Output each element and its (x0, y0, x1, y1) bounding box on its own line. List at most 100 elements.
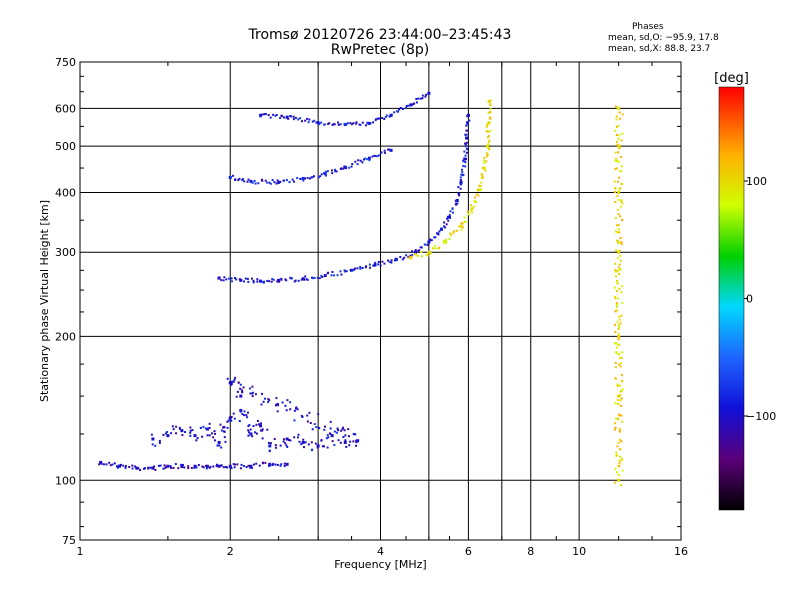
data-point (259, 113, 263, 117)
echo-point (473, 196, 476, 199)
data-point (487, 121, 491, 125)
echo-point (320, 274, 323, 277)
echo-point (302, 438, 305, 441)
echo-point (116, 466, 119, 469)
data-point (228, 381, 232, 385)
echo-point (334, 168, 337, 171)
echo-point (614, 467, 617, 470)
echo-point (247, 178, 250, 181)
echo-point (276, 280, 279, 283)
echo-point (463, 216, 466, 219)
data-point (413, 250, 417, 254)
echo-point (463, 220, 466, 223)
data-point (427, 240, 431, 244)
echo-point (410, 255, 413, 258)
echo-point (218, 465, 221, 468)
data-point (193, 464, 197, 468)
echo-point (616, 352, 619, 355)
echo-point (620, 155, 623, 158)
echo-point (357, 159, 360, 162)
echo-point (269, 442, 272, 445)
echo-point (238, 278, 241, 281)
echo-point (409, 254, 412, 257)
echo-point (617, 224, 620, 227)
echo-point (351, 269, 354, 272)
echo-point (619, 362, 622, 365)
echo-point (489, 117, 492, 120)
echo-point (618, 427, 621, 430)
echo-point (381, 260, 384, 263)
data-point (389, 148, 393, 152)
echo-point (159, 464, 162, 467)
colorbar-ticks: 100 0 −100 (744, 175, 776, 423)
echo-point (618, 324, 621, 327)
echo-point (108, 461, 111, 464)
echo-point (189, 434, 192, 437)
echo-point (416, 254, 419, 257)
echo-point (259, 429, 262, 432)
echo-point (249, 392, 252, 395)
echo-point (320, 173, 323, 176)
chart-title: Tromsø 20120726 23:44:00–23:45:43 (248, 27, 512, 43)
echo-point (165, 432, 168, 435)
echo-point (341, 428, 344, 431)
echo-point (616, 445, 619, 448)
echo-point (243, 410, 246, 413)
echo-point (232, 412, 235, 415)
echo-point (282, 438, 285, 441)
echo-point (617, 241, 620, 244)
echo-point (352, 440, 355, 443)
echo-point (196, 437, 199, 440)
echo-point (418, 249, 421, 252)
echo-point (327, 271, 330, 274)
echo-point (271, 464, 274, 467)
echo-point (408, 256, 411, 259)
echo-point (234, 463, 237, 466)
echo-point (284, 442, 287, 445)
echo-point (212, 465, 215, 468)
echo-point (220, 429, 223, 432)
echo-point (208, 466, 211, 469)
echo-point (324, 174, 327, 177)
echo-point (405, 254, 408, 257)
echo-point (162, 467, 165, 470)
echo-point (274, 444, 277, 447)
echo-point (615, 230, 618, 233)
echo-point (355, 122, 358, 125)
echo-point (456, 202, 459, 205)
colorbar-unit: [deg] (714, 71, 749, 86)
echo-point (355, 444, 358, 447)
x-tick-label: 10 (572, 545, 586, 558)
echo-point (479, 185, 482, 188)
echo-point (376, 117, 379, 120)
echo-point (268, 280, 271, 283)
echo-point (274, 463, 277, 466)
echo-point (340, 273, 343, 276)
echo-point (296, 436, 299, 439)
echo-point (239, 387, 242, 390)
echo-point (615, 249, 618, 252)
echo-point (465, 148, 468, 151)
echo-point (618, 353, 621, 356)
echo-point (187, 467, 190, 470)
echo-point (309, 421, 312, 424)
echo-point (254, 431, 257, 434)
echo-point (616, 143, 619, 146)
echo-point (614, 268, 617, 271)
echo-point (614, 186, 617, 189)
echo-point (615, 133, 618, 136)
echo-point (214, 439, 217, 442)
echo-point (487, 143, 490, 146)
data-point (470, 207, 474, 211)
echo-point (328, 122, 331, 125)
echo-point (154, 468, 157, 471)
echo-point (359, 265, 362, 268)
echo-point (232, 463, 235, 466)
data-point (239, 408, 243, 412)
echo-point (216, 444, 219, 447)
echo-point (337, 123, 340, 126)
echo-point (614, 377, 617, 380)
data-point (99, 460, 103, 464)
echo-point (618, 414, 621, 417)
data-point (427, 250, 431, 254)
